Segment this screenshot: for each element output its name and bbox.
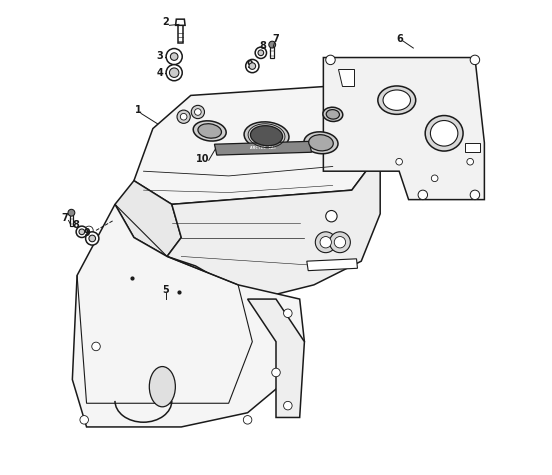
Text: 10: 10: [196, 154, 209, 164]
Text: 3: 3: [157, 51, 163, 61]
Ellipse shape: [323, 107, 343, 122]
Circle shape: [243, 416, 252, 424]
Text: ARCTIC CAT: ARCTIC CAT: [250, 145, 277, 150]
Circle shape: [169, 68, 179, 77]
Circle shape: [194, 109, 201, 115]
Polygon shape: [323, 57, 485, 200]
Polygon shape: [307, 259, 358, 271]
Text: 1: 1: [135, 104, 142, 114]
Circle shape: [249, 63, 256, 69]
Circle shape: [76, 226, 88, 238]
Circle shape: [284, 401, 292, 410]
Circle shape: [396, 158, 402, 165]
Circle shape: [171, 53, 178, 60]
Circle shape: [181, 114, 187, 120]
Text: 7: 7: [273, 34, 279, 44]
Circle shape: [89, 235, 95, 242]
Ellipse shape: [304, 132, 338, 154]
Circle shape: [326, 210, 337, 222]
Circle shape: [177, 110, 190, 124]
Polygon shape: [167, 152, 380, 294]
Ellipse shape: [198, 124, 221, 138]
Circle shape: [79, 229, 84, 235]
Ellipse shape: [149, 367, 176, 407]
Ellipse shape: [425, 115, 463, 151]
Circle shape: [246, 59, 259, 73]
Polygon shape: [465, 143, 480, 152]
Polygon shape: [70, 213, 73, 226]
Circle shape: [470, 55, 480, 65]
Text: 5: 5: [163, 285, 169, 294]
Circle shape: [470, 190, 480, 199]
Circle shape: [166, 65, 182, 81]
Text: 7: 7: [61, 213, 68, 223]
Polygon shape: [72, 204, 304, 427]
Polygon shape: [338, 69, 354, 86]
Circle shape: [191, 105, 204, 119]
Ellipse shape: [383, 90, 411, 110]
Circle shape: [330, 232, 351, 253]
Circle shape: [272, 368, 280, 377]
Circle shape: [80, 416, 88, 424]
Circle shape: [269, 41, 275, 48]
Ellipse shape: [244, 122, 289, 150]
Circle shape: [68, 209, 75, 216]
Text: 4: 4: [157, 67, 163, 78]
Polygon shape: [248, 299, 304, 418]
Text: 6: 6: [397, 34, 404, 44]
Circle shape: [467, 158, 474, 165]
Ellipse shape: [309, 135, 333, 151]
Polygon shape: [178, 25, 183, 43]
Ellipse shape: [378, 86, 416, 114]
Text: 8: 8: [73, 220, 79, 230]
Circle shape: [92, 342, 100, 351]
Text: 2: 2: [163, 17, 169, 27]
Circle shape: [315, 232, 336, 253]
Polygon shape: [115, 180, 181, 256]
Polygon shape: [214, 142, 311, 155]
Ellipse shape: [251, 126, 283, 146]
Circle shape: [258, 50, 264, 56]
Circle shape: [335, 237, 346, 248]
Circle shape: [320, 237, 331, 248]
Circle shape: [86, 232, 99, 245]
Text: 9: 9: [247, 60, 253, 70]
Text: 9: 9: [83, 228, 90, 238]
Circle shape: [326, 55, 335, 65]
Ellipse shape: [326, 110, 339, 119]
Circle shape: [166, 48, 182, 65]
Circle shape: [284, 309, 292, 318]
Text: 8: 8: [259, 41, 266, 51]
Circle shape: [431, 175, 438, 181]
Ellipse shape: [193, 121, 226, 141]
Circle shape: [255, 47, 267, 58]
Polygon shape: [134, 86, 380, 204]
Circle shape: [418, 190, 428, 199]
Polygon shape: [270, 45, 274, 58]
Ellipse shape: [431, 121, 458, 146]
Circle shape: [84, 226, 93, 235]
Polygon shape: [176, 19, 185, 25]
